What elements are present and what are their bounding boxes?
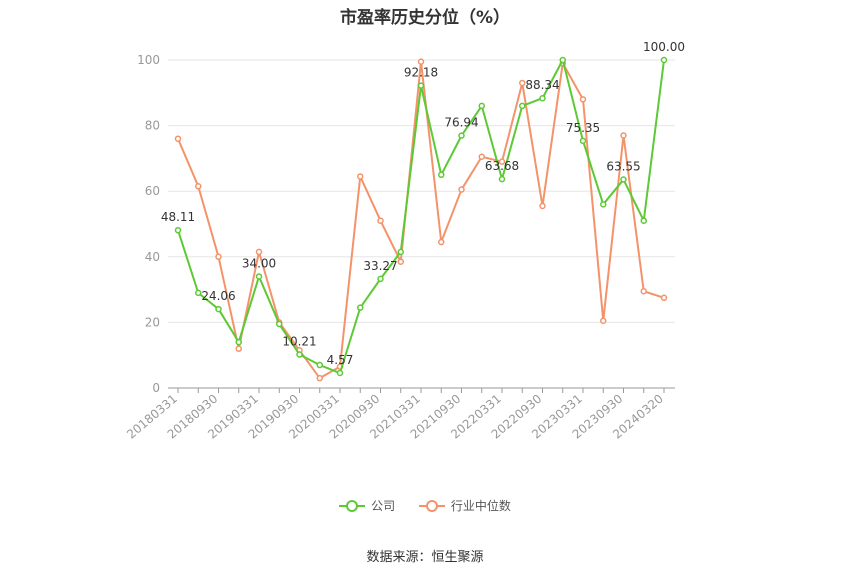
data-point-company [377,275,384,283]
data-point-company [600,201,607,208]
data-point-company [478,102,485,110]
data-point-company [539,94,546,102]
data-point-industry-median [397,258,404,265]
data-label: 48.11 [161,210,195,224]
data-point-company [640,217,647,224]
data-point-company [235,338,242,346]
legend-item-industry-median[interactable]: 行业中位数 [418,497,511,514]
data-label: 34.00 [242,256,276,270]
data-point-company [559,56,566,64]
data-point-industry-median [357,173,364,180]
legend-marker-industry-median [418,499,445,512]
data-label: 75.35 [566,121,600,135]
data-point-industry-median [620,132,627,139]
data-point-company [174,226,182,234]
data-point-company [215,305,222,313]
data-point-company [357,304,364,311]
data-point-company [336,369,344,377]
y-tick-label: 60 [145,184,160,198]
data-point-company [579,137,587,145]
data-point-industry-median [519,79,526,87]
legend-marker-company [339,499,366,512]
data-point-industry-median [498,158,506,165]
y-tick-label: 20 [145,315,160,329]
data-point-industry-median [478,153,485,161]
data-label: 92.18 [404,66,438,80]
data-label: 10.21 [282,335,316,349]
data-point-industry-median [539,202,546,210]
data-point-industry-median [417,58,425,65]
data-point-company [255,273,263,280]
data-point-industry-median [215,253,222,261]
data-label: 4.57 [327,353,354,367]
y-tick-label: 40 [145,250,160,264]
data-point-industry-median [458,186,465,193]
data-label: 76.94 [444,116,478,130]
data-point-company [660,56,668,64]
data-point-industry-median [316,374,323,382]
data-point-company [296,351,303,358]
data-source-note: 数据来源：恒生聚源 [366,550,484,565]
data-point-industry-median [600,317,607,325]
data-point-industry-median [640,287,647,295]
chart-title: 市盈率历史分位（%） [339,8,511,28]
data-point-company [458,132,465,139]
data-point-industry-median [174,135,182,142]
data-label: 63.55 [606,160,640,174]
data-point-industry-median [195,183,202,190]
data-point-industry-median [660,294,668,302]
data-point-company [498,175,506,183]
data-point-company [620,176,627,183]
legend-item-company[interactable]: 公司 [339,497,395,514]
data-label: 24.06 [201,289,235,303]
data-point-industry-median [255,248,263,256]
data-label: 100.00 [643,40,685,54]
data-point-company [438,171,445,179]
data-point-company [397,248,404,256]
data-label: 88.34 [525,78,559,92]
y-tick-label: 100 [137,53,160,67]
data-point-industry-median [377,217,384,224]
data-label: 63.68 [485,159,519,173]
legend-label-company: 公司 [371,499,396,513]
legend: 公司 行业中位数 [0,497,850,515]
y-tick-label: 80 [145,119,160,133]
data-point-company [276,320,283,328]
data-point-industry-median [235,345,242,352]
data-point-company [519,102,526,110]
legend-label-industry-median: 行业中位数 [450,499,511,513]
data-point-company [316,361,323,369]
series-line-industry-median [177,60,665,380]
data-point-industry-median [438,238,445,246]
data-point-company [417,82,425,89]
series-line-company [177,59,665,375]
data-point-industry-median [579,96,587,103]
y-tick-label: 0 [152,381,160,395]
data-label: 33.27 [363,259,397,273]
data-point-company [195,289,202,297]
